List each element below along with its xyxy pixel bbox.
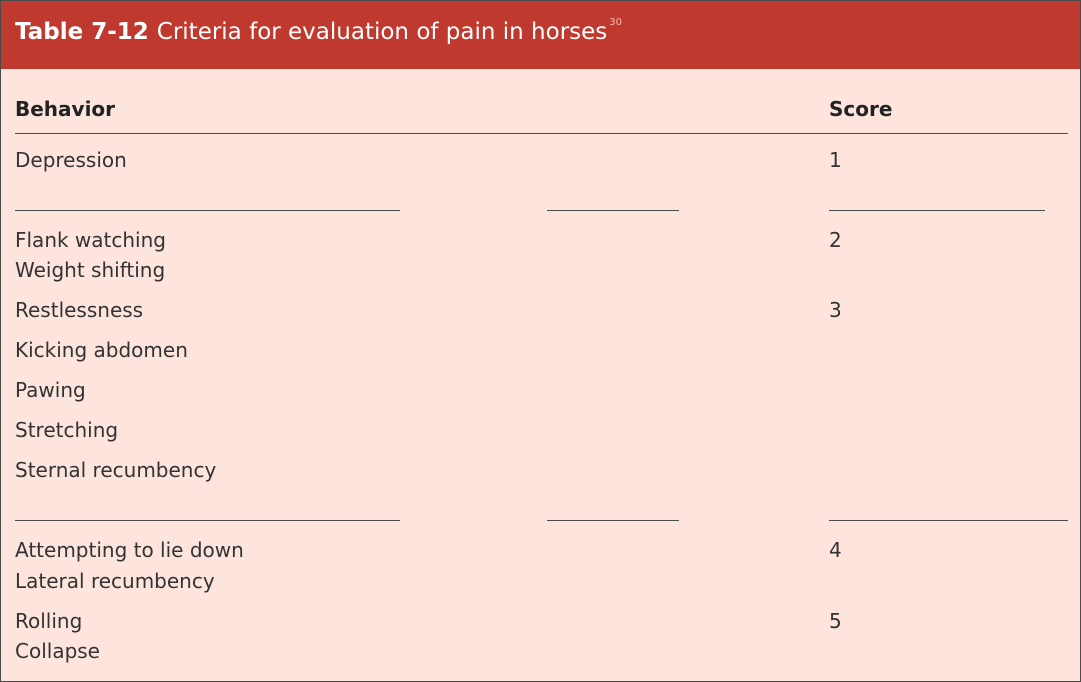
row-score: 5 [829, 609, 842, 633]
table-title-bar: Table 7-12 Criteria for evaluation of pai… [1, 1, 1080, 69]
row-behavior: Restlessness [15, 298, 144, 322]
row-behavior: Depression [15, 148, 127, 172]
row-behavior: Stretching [15, 418, 119, 442]
group-divider [15, 210, 400, 211]
row-behavior: Kicking abdomen [15, 338, 188, 362]
row-behavior: Lateral recumbency [15, 569, 215, 593]
group-divider [829, 210, 1045, 211]
table-caption: Criteria for evaluation of pain in horse… [156, 19, 608, 45]
group-divider [547, 210, 679, 211]
row-score: 4 [829, 538, 842, 562]
row-behavior: Pawing [15, 378, 86, 402]
row-behavior: Weight shifting [15, 258, 166, 282]
group-divider [547, 520, 679, 521]
row-behavior: Flank watching [15, 228, 166, 252]
column-header-score: Score [829, 97, 893, 121]
table-title: Table 7-12 Criteria for evaluation of pai… [15, 17, 622, 45]
column-header-behavior: Behavior [15, 97, 116, 121]
row-behavior: Attempting to lie down [15, 538, 244, 562]
group-divider [829, 520, 1068, 521]
row-score: 2 [829, 228, 842, 252]
row-score: 1 [829, 148, 842, 172]
reference-superscript: 30 [609, 17, 622, 28]
header-rule [15, 133, 1068, 134]
row-behavior: Rolling [15, 609, 83, 633]
row-behavior: Sternal recumbency [15, 458, 217, 482]
row-behavior: Collapse [15, 639, 100, 663]
group-divider [15, 520, 400, 521]
table-number: Table 7-12 [15, 19, 149, 45]
row-score: 3 [829, 298, 842, 322]
